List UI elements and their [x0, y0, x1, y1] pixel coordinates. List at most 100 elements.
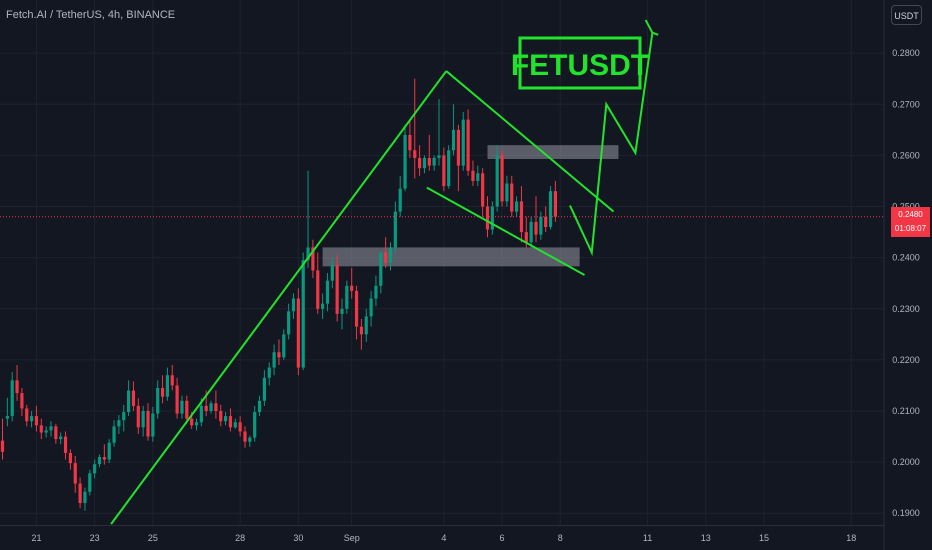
candle-body	[194, 422, 199, 426]
candle-body	[15, 380, 19, 394]
candle-body	[306, 247, 310, 261]
currency-unit-button[interactable]: USDT	[891, 5, 922, 25]
price-tick-label: 0.2700	[892, 99, 920, 109]
price-tick-label: 0.2500	[892, 202, 920, 212]
candle-body	[359, 326, 363, 335]
candle-body	[73, 463, 77, 484]
candle-body	[122, 412, 126, 421]
candle-body	[437, 155, 441, 158]
candle-body	[141, 411, 145, 428]
candle-body	[59, 436, 63, 440]
price-tick-label: 0.2000	[892, 457, 920, 467]
candle-body	[97, 457, 102, 465]
arrow-head-icon	[644, 19, 659, 36]
price-axis[interactable]: 0.2800 0.2700 0.2600 0.2500 0.2400 0.2300 0.22…	[883, 0, 920, 550]
candle-body	[330, 265, 334, 281]
candle-body	[350, 285, 354, 291]
candle-body	[340, 308, 344, 314]
fetusdt-label: FETUSDT	[511, 49, 649, 82]
candle-body	[490, 206, 494, 230]
trend-line	[110, 70, 448, 525]
candle-body	[88, 473, 92, 492]
candle-body	[456, 129, 460, 166]
candle-body	[243, 431, 247, 442]
price-tick-label: 0.2800	[892, 48, 920, 58]
candle-body	[325, 280, 330, 304]
zones	[322, 145, 619, 267]
candle-body	[257, 400, 262, 413]
candle-body	[398, 188, 402, 212]
candle-body	[175, 385, 179, 414]
price-tick-label: 0.2300	[892, 304, 920, 314]
candle-body	[534, 221, 538, 235]
candle-body	[224, 416, 228, 422]
candle-body	[369, 298, 373, 317]
time-tick-label: Sep	[344, 533, 360, 543]
candle-body	[267, 367, 271, 378]
time-tick-label: 8	[558, 533, 563, 543]
candle-body	[413, 150, 417, 158]
candle-body	[519, 201, 524, 233]
candle-body	[199, 405, 203, 423]
last-price-value: 0.2480	[898, 210, 923, 219]
candle-body	[127, 390, 131, 413]
candle-body	[214, 403, 218, 412]
candle-body	[476, 173, 480, 181]
candle-body	[495, 155, 499, 207]
candle-body	[553, 191, 557, 217]
candle-body	[515, 201, 519, 212]
candle-body	[209, 403, 213, 412]
candle-body	[364, 316, 368, 335]
candle-body	[316, 270, 320, 309]
candle-body	[335, 265, 339, 314]
candle-body	[451, 129, 456, 151]
candle-body	[49, 426, 53, 431]
bar-countdown: 01:08:07	[894, 224, 927, 233]
candle-body	[156, 387, 160, 414]
candle-body	[63, 436, 68, 453]
candle-body	[466, 119, 470, 171]
candle-body	[112, 426, 116, 443]
price-zone	[487, 145, 619, 159]
candle-body	[481, 173, 485, 207]
price-tick-label: 0.1900	[892, 508, 920, 518]
candle-body	[393, 211, 397, 248]
candle-body	[505, 183, 509, 202]
candle-body	[432, 157, 436, 166]
candle-body	[39, 425, 43, 433]
candle-body	[262, 377, 266, 401]
candle-body	[190, 418, 194, 426]
candle-body	[296, 298, 300, 368]
candle-body	[388, 247, 393, 263]
candle-body	[102, 457, 106, 460]
candle-body	[485, 206, 490, 230]
candle-body	[54, 426, 58, 440]
candle-body	[253, 412, 257, 438]
candle-body	[180, 400, 184, 414]
time-tick-label: 21	[31, 533, 41, 543]
candle-body	[539, 216, 543, 235]
fetusdt-label-box: FETUSDT	[511, 36, 649, 90]
candle-body	[282, 334, 286, 358]
candle-body	[228, 416, 233, 428]
candle-body	[427, 157, 431, 166]
time-tick-label: 18	[846, 533, 856, 543]
candle-body	[379, 252, 383, 286]
candle-body	[151, 413, 155, 437]
candle-body	[301, 260, 305, 368]
candle-body	[442, 155, 446, 187]
candle-body	[529, 221, 533, 243]
time-tick-label: 6	[500, 533, 505, 543]
candle-body	[510, 183, 514, 212]
candle-body	[185, 400, 189, 419]
candles	[0, 78, 557, 511]
candle-body	[422, 157, 427, 169]
time-tick-label: 30	[293, 533, 303, 543]
candle-body	[34, 416, 39, 426]
candle-body	[25, 408, 29, 422]
candle-body	[165, 375, 169, 397]
time-tick-label: 23	[90, 533, 100, 543]
time-axis[interactable]: 21 23 25 28 30 Sep 4 6 8 11 13 15 18	[0, 525, 884, 544]
